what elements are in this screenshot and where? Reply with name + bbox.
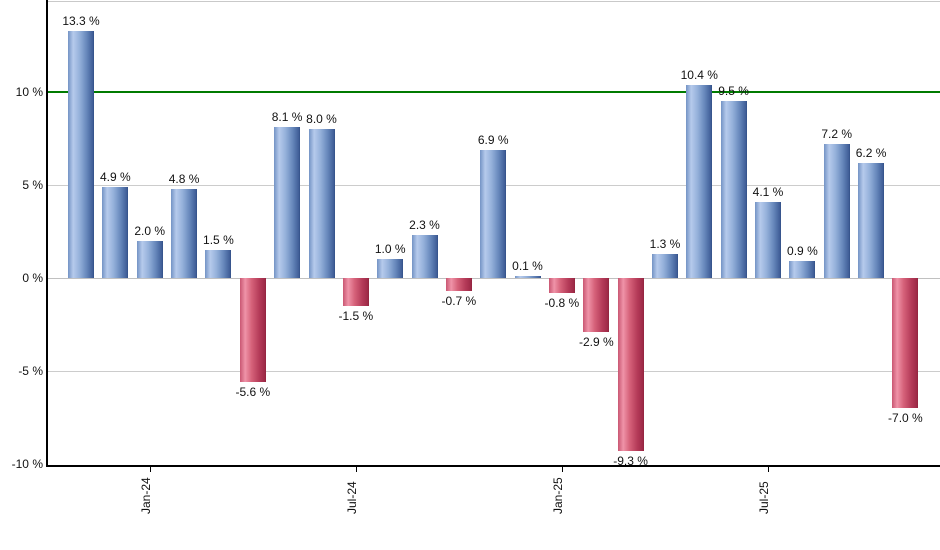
bar-value-label: 9.5 %: [718, 84, 749, 99]
bar-value-label: 2.0 %: [134, 223, 166, 238]
plot-top-border: [48, 1, 940, 2]
y-axis-tick-label: 0 %: [22, 270, 43, 285]
negative-bar: [548, 278, 575, 293]
positive-bar: [720, 101, 747, 278]
negative-bar: [583, 278, 610, 332]
positive-bar: [823, 144, 850, 278]
bar-value-label: 0.9 %: [787, 244, 818, 259]
x-axis-tick-label: Jul-24: [344, 481, 359, 514]
x-axis-tick-mark: [355, 465, 357, 472]
bar-value-label: 1.5 %: [203, 233, 234, 248]
positive-bar: [274, 127, 301, 278]
x-axis-tick-mark: [561, 465, 563, 472]
bar-value-label: 4.8 %: [168, 171, 200, 186]
y-axis-tick-label: 5 %: [22, 177, 43, 192]
bar-value-label: 1.3 %: [649, 236, 681, 251]
gridline: [48, 371, 940, 372]
bar-value-label: 0.1 %: [512, 259, 543, 274]
positive-bar: [171, 188, 198, 278]
bar-value-label: 13.3 %: [62, 13, 100, 28]
y-axis-tick-label: -5 %: [18, 363, 43, 378]
positive-bar: [68, 30, 94, 278]
bar-value-label: 2.3 %: [409, 218, 440, 233]
positive-bar: [652, 253, 678, 278]
bar-value-label: 1.0 %: [374, 242, 406, 257]
positive-bar: [308, 129, 335, 278]
y-axis-tick-label: -10 %: [11, 456, 43, 471]
positive-bar: [136, 240, 163, 278]
positive-bar: [755, 201, 781, 278]
negative-bar: [445, 278, 472, 291]
positive-bar: [480, 149, 507, 278]
bar-value-label: 4.9 %: [99, 169, 131, 184]
bar-value-label: 8.1 %: [271, 110, 303, 125]
negative-bar: [239, 278, 266, 383]
x-axis-tick-label: Jan-25: [550, 477, 565, 514]
bar-value-label: -7.0 %: [888, 411, 923, 426]
gridline: [48, 278, 940, 279]
reference-line-10pct: [48, 91, 940, 93]
bar-value-label: 4.1 %: [752, 184, 784, 199]
bar-value-label: -0.8 %: [544, 295, 580, 310]
bar-value-label: 10.4 %: [680, 67, 718, 82]
positive-bar: [205, 250, 232, 278]
negative-bar: [342, 278, 369, 306]
positive-bar: [411, 235, 438, 278]
bar-value-label: 6.9 %: [477, 132, 509, 147]
x-axis-line: [46, 465, 940, 467]
bar-value-label: -0.7 %: [441, 294, 477, 308]
negative-bar: [617, 278, 644, 451]
x-axis-tick-mark: [149, 465, 151, 472]
positive-bar: [377, 259, 404, 278]
bar-value-label: -5.6 %: [235, 385, 271, 400]
positive-bar: [686, 84, 713, 278]
x-axis-tick-label: Jan-24: [138, 477, 153, 514]
bar-value-label: -9.3 %: [613, 454, 648, 468]
positive-bar: [514, 276, 541, 278]
positive-bar: [858, 162, 885, 278]
y-axis-tick-label: 10 %: [15, 84, 43, 99]
bar-value-label: -2.9 %: [578, 334, 614, 349]
x-axis-tick-label: Jul-25: [757, 481, 771, 514]
y-axis-line: [46, 0, 48, 467]
positive-bar: [789, 261, 816, 278]
negative-bar: [892, 278, 919, 409]
x-axis-tick-mark: [768, 465, 769, 472]
bar-value-label: 7.2 %: [821, 127, 853, 142]
positive-bar: [102, 186, 129, 278]
bar-value-label: 6.2 %: [855, 145, 887, 160]
bar-value-label: 8.0 %: [306, 112, 337, 127]
bar-value-label: -1.5 %: [338, 308, 374, 323]
